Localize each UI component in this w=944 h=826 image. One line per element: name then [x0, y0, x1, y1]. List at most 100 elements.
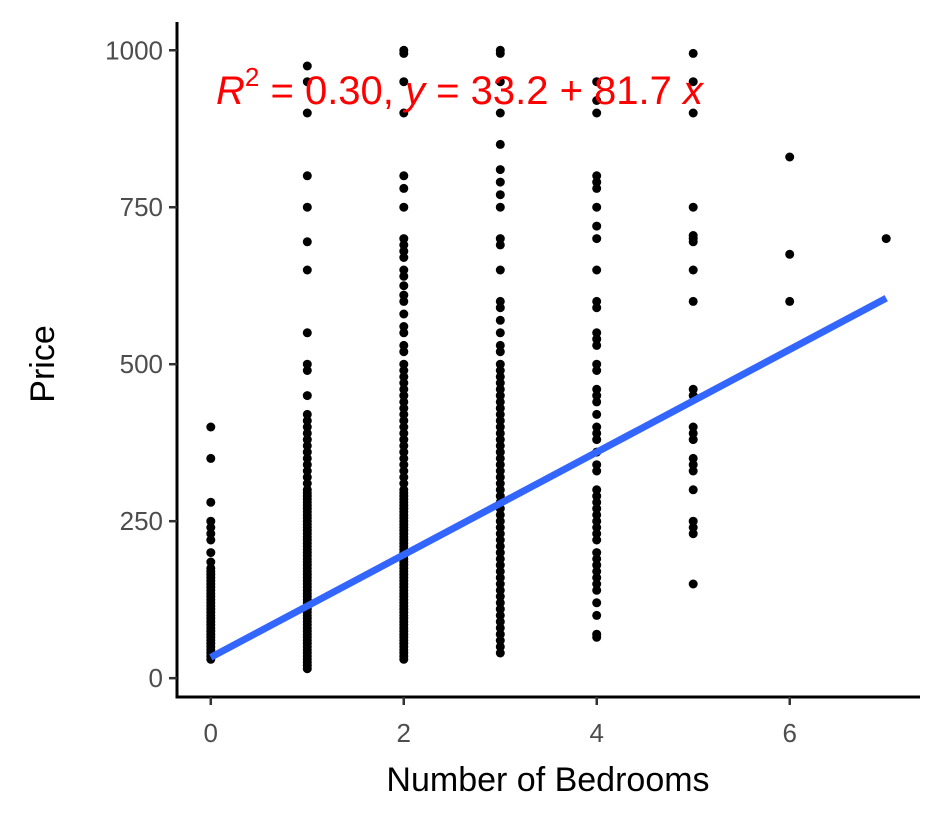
data-point: [495, 372, 505, 382]
data-point: [495, 165, 505, 175]
data-point: [495, 592, 505, 601]
data-point: [495, 648, 505, 658]
data-point: [206, 497, 216, 507]
data-point: [399, 435, 409, 445]
data-point: [399, 347, 409, 357]
y-tick-label: 500: [120, 349, 163, 379]
regression-line: [209, 295, 888, 661]
data-point: [592, 334, 602, 344]
data-point: [592, 340, 602, 350]
data-point: [399, 428, 409, 438]
data-point: [495, 566, 505, 576]
data-point: [592, 632, 602, 642]
data-point: [302, 409, 312, 419]
r2-symbol: R: [216, 69, 245, 113]
data-point: [399, 403, 409, 413]
data-point: [495, 234, 505, 244]
x-axis-ticks: 0 2 4 6: [204, 697, 797, 748]
data-point: [495, 303, 505, 313]
data-point: [399, 460, 409, 470]
data-point: [495, 510, 505, 520]
data-point: [206, 535, 216, 545]
data-point: [302, 171, 312, 181]
x-tick-label: 4: [590, 718, 604, 748]
data-point: [688, 516, 698, 526]
data-point: [592, 422, 602, 432]
data-point: [495, 610, 505, 620]
data-point: [399, 234, 409, 244]
data-point: [206, 523, 216, 532]
data-point: [592, 177, 602, 187]
data-point: [592, 491, 602, 501]
data-point: [495, 516, 505, 526]
data-point: [495, 585, 505, 595]
data-point: [495, 177, 505, 187]
data-point: [495, 347, 505, 357]
data-point: [495, 409, 505, 419]
x-axis-title: Number of Bedrooms: [386, 761, 709, 799]
data-point: [495, 108, 505, 118]
data-point: [399, 296, 409, 306]
data-point: [302, 61, 312, 71]
data-point: [495, 453, 505, 463]
data-point: [688, 422, 698, 432]
data-point: [592, 560, 602, 570]
data-point: [302, 447, 312, 457]
data-point: [399, 77, 409, 87]
data-point: [399, 416, 409, 426]
data-point: [495, 541, 505, 551]
data-point: [495, 384, 505, 394]
data-point: [302, 441, 312, 451]
data-point: [399, 309, 409, 319]
data-point: [399, 171, 409, 181]
data-point: [592, 554, 602, 564]
data-point: [302, 265, 312, 275]
data-point: [592, 359, 602, 369]
data-point: [881, 234, 891, 244]
data-point: [399, 271, 409, 281]
data-point: [495, 441, 505, 451]
data-point: [495, 560, 505, 570]
data-point: [495, 190, 505, 200]
data-point: [399, 328, 409, 338]
y-symbol: y: [402, 69, 428, 113]
data-point: [302, 202, 312, 212]
data-point: [495, 340, 505, 350]
data-point: [399, 366, 409, 375]
data-point: [495, 535, 505, 545]
data-point: [495, 202, 505, 212]
data-point: [592, 529, 602, 539]
data-point: [302, 479, 312, 488]
data-point: [785, 296, 795, 306]
data-point: [688, 77, 698, 87]
data-point: [688, 296, 698, 306]
data-point: [592, 516, 602, 526]
data-point: [495, 77, 505, 87]
data-point: [785, 152, 795, 162]
data-point: [206, 548, 216, 558]
data-point: [302, 422, 312, 432]
data-point: [495, 479, 505, 488]
data-point: [592, 466, 602, 476]
data-point: [592, 566, 602, 576]
data-point: [688, 529, 698, 539]
data-point: [399, 409, 409, 419]
data-point: [592, 573, 602, 583]
data-point: [688, 48, 698, 58]
data-point: [495, 460, 505, 470]
y-tick-label: 750: [120, 192, 163, 222]
x-tick-label: 0: [204, 718, 218, 748]
data-point: [206, 557, 216, 567]
data-point: [302, 328, 312, 338]
data-point: [592, 366, 602, 375]
data-points: [206, 45, 891, 674]
data-point: [495, 623, 505, 633]
data-point: [399, 378, 409, 388]
data-point: [688, 485, 698, 495]
data-point: [688, 466, 698, 476]
data-point: [592, 510, 602, 520]
data-point: [495, 366, 505, 375]
data-point: [302, 466, 312, 476]
data-point: [785, 249, 795, 259]
data-point: [495, 523, 505, 532]
